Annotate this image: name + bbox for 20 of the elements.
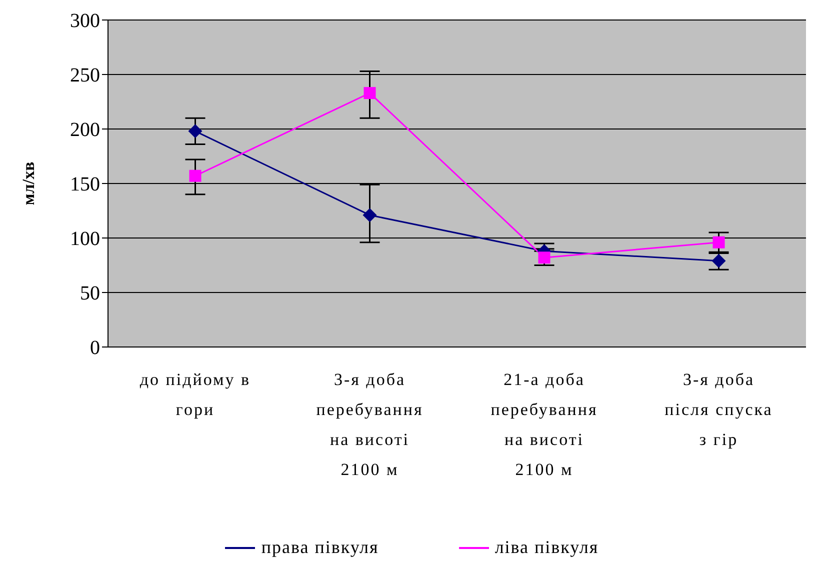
x-tick-label: 3-я доба після спуска з гір [664,370,773,449]
y-tick-label: 100 [70,228,100,250]
y-tick-label: 150 [70,174,100,196]
y-tick-label: 200 [70,119,100,142]
y-tick-label: 250 [70,64,100,87]
x-tick-label: до підйому в гори [140,370,251,419]
legend-label: права півкуля [261,537,379,558]
point [189,170,202,182]
legend-label: ліва півкуля [494,537,599,558]
y-tick-label: 0 [90,337,100,360]
y-axis-title: мл/хв [19,162,38,206]
y-tick-label: 300 [70,10,100,32]
point [188,124,202,138]
point [364,87,376,100]
point [712,236,725,248]
point [538,252,550,264]
y-tick-label: 50 [80,282,100,305]
x-tick-label: 3-я доба перебування на висоті 2100 м [316,370,424,479]
x-tick-label: 21-а доба перебування на висоті 2100 м [490,370,598,479]
point [362,208,377,222]
